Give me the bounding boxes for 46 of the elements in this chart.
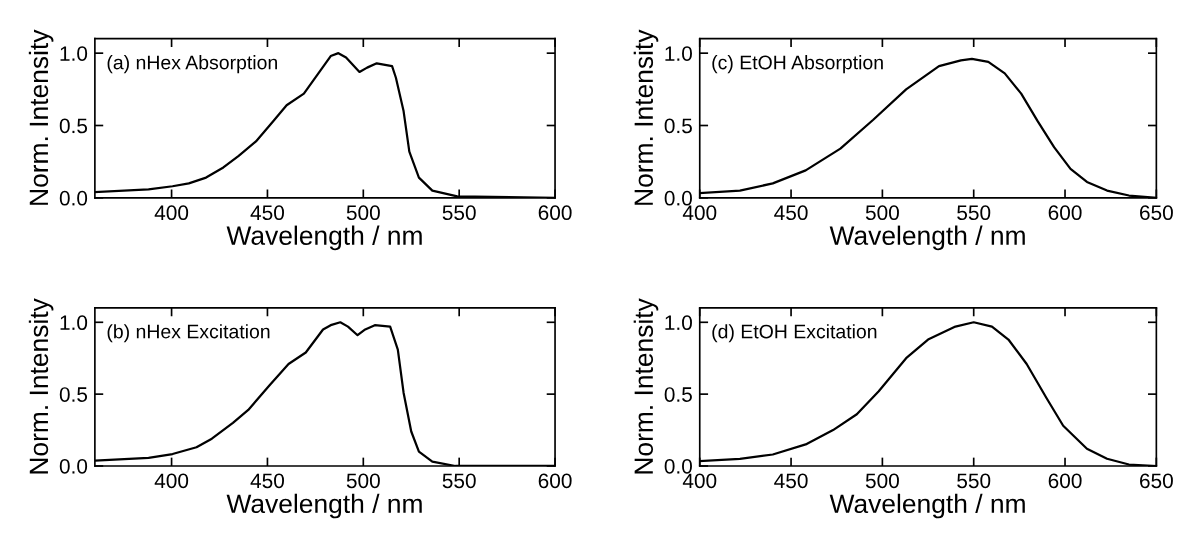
x-tick-label: 450 [774, 205, 808, 221]
y-axis-title: Norm. Intensity [633, 298, 659, 474]
y-tick-label: 1.0 [60, 46, 88, 61]
y-tick-label: 0.5 [59, 118, 88, 134]
annotation: (b) nHex Excitation [107, 324, 270, 343]
x-axis-title: Wavelength / nm [226, 225, 422, 251]
y-tick-label: 1.0 [60, 315, 88, 331]
x-tick-label: 400 [154, 473, 189, 489]
y-axis-title: Norm. Intensity [28, 29, 54, 205]
x-axis-title: Wavelength / nm [829, 493, 1025, 519]
x-tick-label: 500 [865, 473, 899, 489]
x-tick-label: 600 [1048, 205, 1082, 221]
x-tick-label: 400 [682, 473, 717, 489]
x-tick-label: 500 [346, 205, 380, 221]
y-axis-title: Norm. Intensity [633, 29, 659, 205]
x-tick-label: 500 [865, 205, 899, 221]
x-axis-title: Wavelength / nm [226, 493, 422, 519]
x-tick-label: 600 [538, 205, 572, 221]
x-tick-label: 600 [1048, 473, 1082, 489]
y-tick-label: 0.0 [664, 458, 692, 474]
x-tick-label: 550 [442, 205, 476, 221]
x-tick-label: 650 [1140, 473, 1173, 489]
y-tick-label: 0.5 [59, 387, 88, 402]
x-tick-label: 650 [1140, 205, 1173, 221]
x-tick-label: 600 [538, 473, 572, 489]
y-tick-label: 1.0 [665, 46, 692, 61]
x-axis-title: Wavelength / nm [829, 225, 1025, 251]
x-tick-label: 400 [154, 205, 189, 221]
x-tick-label: 550 [442, 473, 476, 489]
annotation: (a) nHex Absorption [107, 55, 277, 74]
x-tick-label: 550 [957, 205, 991, 221]
x-tick-label: 550 [957, 473, 991, 489]
x-tick-label: 450 [250, 205, 285, 221]
y-tick-label: 0.5 [664, 387, 692, 402]
y-tick-label: 0.0 [664, 190, 692, 206]
x-tick-label: 450 [774, 473, 808, 489]
y-tick-label: 1.0 [665, 315, 692, 331]
x-tick-label: 400 [682, 205, 717, 221]
annotation: (c) EtOH Absorption [712, 55, 883, 74]
y-axis-title: Norm. Intensity [28, 298, 54, 474]
x-tick-label: 450 [250, 473, 285, 489]
y-tick-label: 0.5 [664, 118, 692, 134]
x-tick-label: 500 [346, 473, 380, 489]
y-tick-label: 0.0 [59, 458, 88, 474]
y-tick-label: 0.0 [59, 190, 88, 206]
annotation: (d) EtOH Excitation [712, 324, 877, 343]
